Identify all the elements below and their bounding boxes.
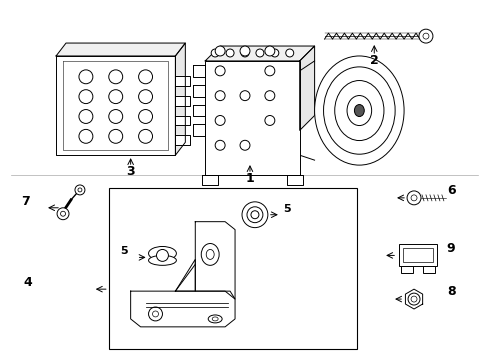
- Circle shape: [156, 249, 168, 261]
- Text: 5: 5: [282, 204, 290, 214]
- Ellipse shape: [212, 317, 218, 321]
- Text: 6: 6: [446, 184, 454, 197]
- Circle shape: [152, 311, 158, 317]
- Bar: [108, 188, 357, 349]
- Circle shape: [418, 29, 432, 43]
- Circle shape: [215, 140, 224, 150]
- Circle shape: [250, 211, 258, 219]
- Circle shape: [240, 46, 249, 56]
- Circle shape: [108, 109, 122, 123]
- Circle shape: [215, 46, 224, 56]
- Bar: [422, 266, 434, 273]
- Polygon shape: [195, 222, 235, 299]
- Text: 9: 9: [446, 242, 454, 256]
- Circle shape: [108, 129, 122, 143]
- Ellipse shape: [346, 95, 371, 126]
- Circle shape: [215, 66, 224, 76]
- Text: 5: 5: [120, 247, 127, 256]
- Ellipse shape: [208, 315, 222, 323]
- Circle shape: [410, 195, 416, 201]
- Ellipse shape: [201, 243, 219, 265]
- Circle shape: [138, 129, 152, 143]
- Ellipse shape: [314, 56, 403, 165]
- Circle shape: [406, 191, 420, 205]
- Circle shape: [138, 90, 152, 104]
- Polygon shape: [286, 175, 302, 185]
- Polygon shape: [193, 125, 205, 136]
- Text: 4: 4: [23, 276, 32, 289]
- Circle shape: [211, 49, 219, 57]
- Circle shape: [215, 91, 224, 100]
- Circle shape: [422, 33, 428, 39]
- Ellipse shape: [354, 104, 364, 117]
- Polygon shape: [175, 116, 190, 125]
- Text: 7: 7: [21, 195, 30, 208]
- Ellipse shape: [206, 249, 214, 260]
- Polygon shape: [175, 135, 190, 145]
- Circle shape: [78, 188, 82, 192]
- Text: 2: 2: [369, 54, 378, 67]
- Polygon shape: [56, 43, 185, 56]
- Circle shape: [61, 211, 65, 216]
- Ellipse shape: [148, 255, 176, 265]
- Bar: [402, 248, 432, 262]
- Polygon shape: [205, 46, 314, 61]
- Circle shape: [264, 66, 274, 76]
- Polygon shape: [193, 85, 205, 96]
- Circle shape: [138, 70, 152, 84]
- Bar: [205, 61, 299, 175]
- Circle shape: [240, 140, 249, 150]
- Circle shape: [242, 202, 267, 228]
- Polygon shape: [405, 289, 422, 309]
- Circle shape: [285, 49, 293, 57]
- Ellipse shape: [323, 67, 394, 154]
- Circle shape: [241, 49, 248, 57]
- Ellipse shape: [334, 81, 383, 140]
- Text: 3: 3: [126, 165, 135, 178]
- Text: 8: 8: [446, 285, 454, 298]
- Circle shape: [148, 307, 162, 321]
- Polygon shape: [56, 56, 175, 155]
- Circle shape: [264, 91, 274, 100]
- Polygon shape: [299, 46, 314, 130]
- Circle shape: [79, 90, 93, 104]
- Circle shape: [225, 49, 234, 57]
- Circle shape: [79, 109, 93, 123]
- Circle shape: [108, 70, 122, 84]
- Polygon shape: [202, 175, 218, 185]
- Text: 1: 1: [245, 172, 254, 185]
- Polygon shape: [175, 96, 190, 105]
- Bar: [398, 244, 436, 266]
- Circle shape: [108, 90, 122, 104]
- Polygon shape: [175, 260, 195, 291]
- Circle shape: [240, 91, 249, 100]
- Polygon shape: [175, 76, 190, 86]
- Polygon shape: [130, 291, 235, 327]
- Circle shape: [79, 70, 93, 84]
- Polygon shape: [193, 105, 205, 117]
- Circle shape: [138, 109, 152, 123]
- Circle shape: [407, 293, 419, 305]
- Polygon shape: [193, 65, 205, 77]
- Circle shape: [270, 49, 278, 57]
- Circle shape: [246, 207, 263, 223]
- Ellipse shape: [148, 247, 176, 260]
- Circle shape: [255, 49, 264, 57]
- Circle shape: [410, 296, 416, 302]
- Circle shape: [75, 185, 85, 195]
- Circle shape: [79, 129, 93, 143]
- Circle shape: [215, 116, 224, 125]
- Circle shape: [264, 46, 274, 56]
- Circle shape: [57, 208, 69, 220]
- Polygon shape: [175, 43, 185, 155]
- Bar: [400, 266, 412, 273]
- Circle shape: [264, 116, 274, 125]
